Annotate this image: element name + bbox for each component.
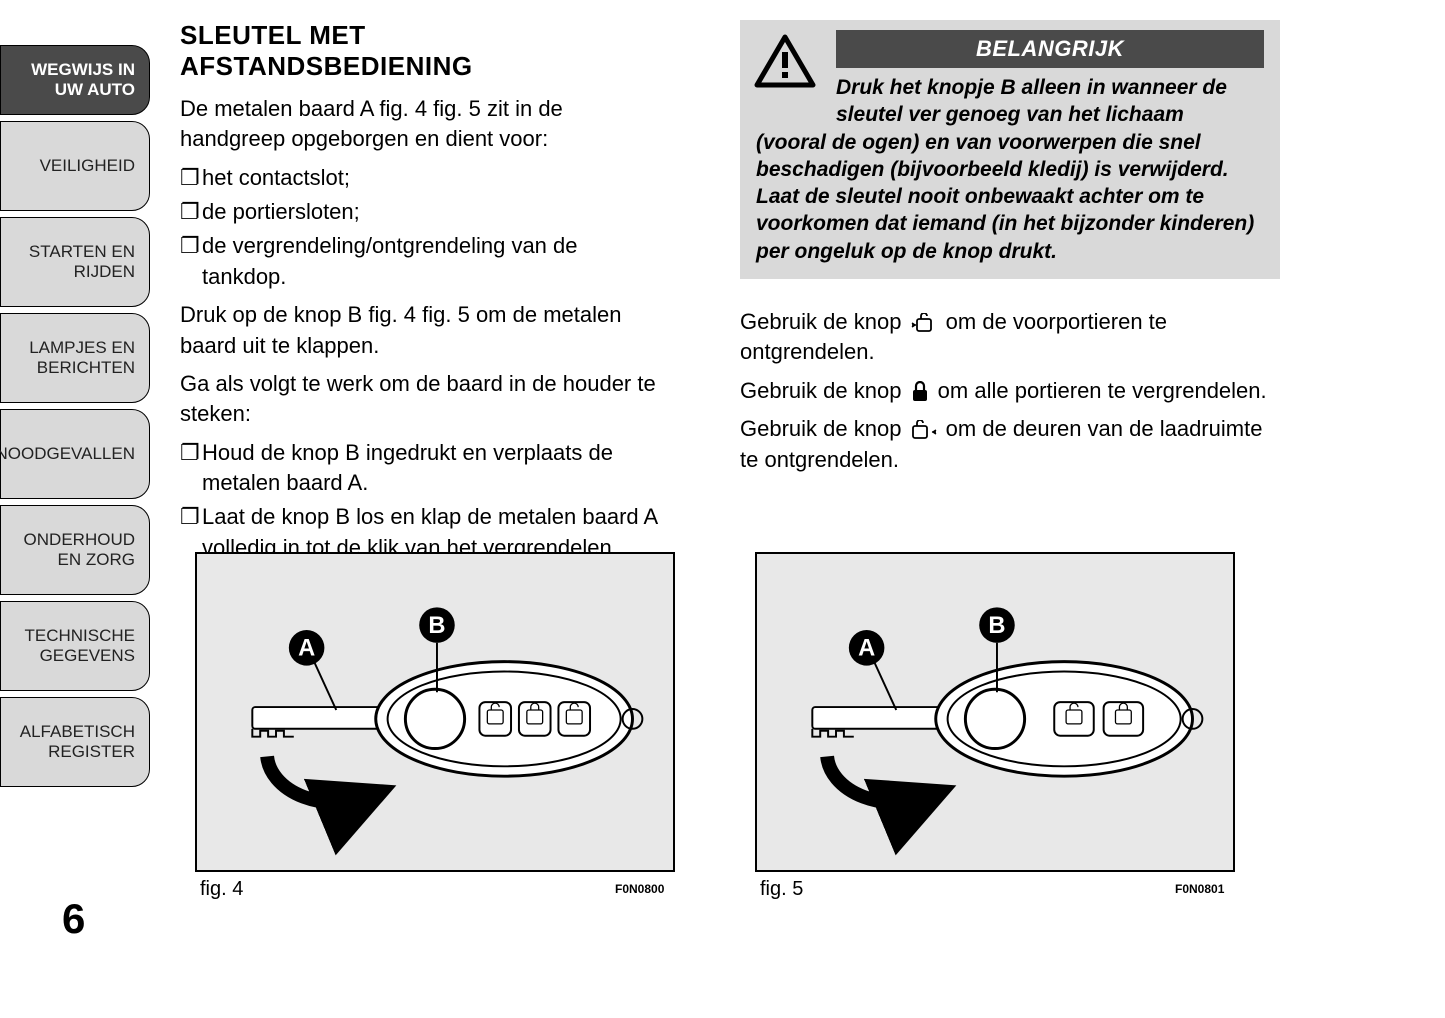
warning-line: (vooral de ogen) en van voorwerpen die s… (756, 131, 1254, 263)
tab-label: STARTEN EN RIJDEN (9, 242, 135, 281)
key-diagram-4: A B (197, 554, 673, 870)
body-para: Ga als volgt te werk om de baard in de h… (180, 369, 660, 430)
tab-alfabetisch[interactable]: ALFABETISCH REGISTER (0, 697, 150, 787)
tab-label: ONDERHOUD EN ZORG (9, 530, 135, 569)
warning-triangle-icon (754, 34, 816, 88)
sidebar-tabs: WEGWIJS IN UW AUTO VEILIGHEID STARTEN EN… (0, 45, 150, 793)
tab-label: TECHNISCHE GEGEVENS (9, 626, 135, 665)
intro-text: De metalen baard A fig. 4 fig. 5 zit in … (180, 94, 660, 155)
bullet-marker: ❐ (180, 438, 202, 499)
body-para: Druk op de knop B fig. 4 fig. 5 om de me… (180, 300, 660, 361)
bullet-marker: ❐ (180, 197, 202, 227)
key-diagram-5: A B (757, 554, 1233, 870)
right-column: BELANGRIJK Druk het knopje B alleen in w… (740, 20, 1280, 483)
tab-label: NOODGEVALLEN (0, 444, 135, 464)
figure-caption: fig. 5 (760, 878, 803, 901)
bullet-item: ❐Houd de knop B ingedrukt en verplaats d… (180, 438, 660, 499)
figure-caption: fig. 4 (200, 878, 243, 901)
tab-wegwijs[interactable]: WEGWIJS IN UW AUTO (0, 45, 150, 115)
tab-onderhoud[interactable]: ONDERHOUD EN ZORG (0, 505, 150, 595)
text-fragment: Gebruik de knop (740, 309, 908, 334)
label-b: B (988, 613, 1005, 639)
tab-technische[interactable]: TECHNISCHE GEGEVENS (0, 601, 150, 691)
left-column: SLEUTEL MET AFSTANDSBEDIENING De metalen… (180, 20, 660, 597)
label-a: A (298, 636, 315, 662)
text-fragment: Gebruik de knop (740, 416, 908, 441)
bullet-text: het contactslot; (202, 163, 660, 193)
bullet-marker: ❐ (180, 163, 202, 193)
bullet-marker: ❐ (180, 231, 202, 292)
unlock-cargo-icon (911, 420, 937, 440)
figure-code: F0N0801 (1175, 882, 1224, 896)
bullet-item: ❐de vergrendeling/ontgrendeling van de t… (180, 231, 660, 292)
body-para: Gebruik de knop om alle portieren te ver… (740, 376, 1280, 406)
section-title: SLEUTEL MET AFSTANDSBEDIENING (180, 20, 660, 82)
label-b: B (428, 613, 445, 639)
warning-header: BELANGRIJK (836, 30, 1264, 68)
tab-label: WEGWIJS IN UW AUTO (9, 60, 135, 99)
body-para: Gebruik de knop om de deuren van de laad… (740, 414, 1280, 475)
bullet-text: de portiersloten; (202, 197, 660, 227)
page-number: 6 (62, 895, 85, 943)
figure-code: F0N0800 (615, 882, 664, 896)
tab-noodgevallen[interactable]: NOODGEVALLEN (0, 409, 150, 499)
warning-line: sleutel ver genoeg van het lichaam (836, 101, 1264, 128)
warning-box: BELANGRIJK Druk het knopje B alleen in w… (740, 20, 1280, 279)
lock-icon (911, 381, 929, 403)
figure-4: A B (195, 552, 675, 872)
label-a: A (858, 636, 875, 662)
unlock-front-icon (911, 313, 937, 333)
tab-label: ALFABETISCH REGISTER (9, 722, 135, 761)
bullet-text: Houd de knop B ingedrukt en verplaats de… (202, 438, 660, 499)
warning-line: Druk het knopje B alleen in wanneer de (836, 74, 1264, 101)
warning-text: Druk het knopje B alleen in wanneer de s… (756, 74, 1264, 265)
text-fragment: Gebruik de knop (740, 378, 908, 403)
figure-5: A B (755, 552, 1235, 872)
text-fragment: om alle portieren te vergrendelen. (938, 378, 1267, 403)
body-para: Gebruik de knop om de voorportieren te o… (740, 307, 1280, 368)
bullet-text: de vergrendeling/ontgrendeling van de ta… (202, 231, 660, 292)
tab-veiligheid[interactable]: VEILIGHEID (0, 121, 150, 211)
tab-starten[interactable]: STARTEN EN RIJDEN (0, 217, 150, 307)
tab-lampjes[interactable]: LAMPJES EN BERICHTEN (0, 313, 150, 403)
tab-label: VEILIGHEID (40, 156, 135, 176)
tab-label: LAMPJES EN BERICHTEN (9, 338, 135, 377)
bullet-item: ❐het contactslot; (180, 163, 660, 193)
bullet-item: ❐de portiersloten; (180, 197, 660, 227)
